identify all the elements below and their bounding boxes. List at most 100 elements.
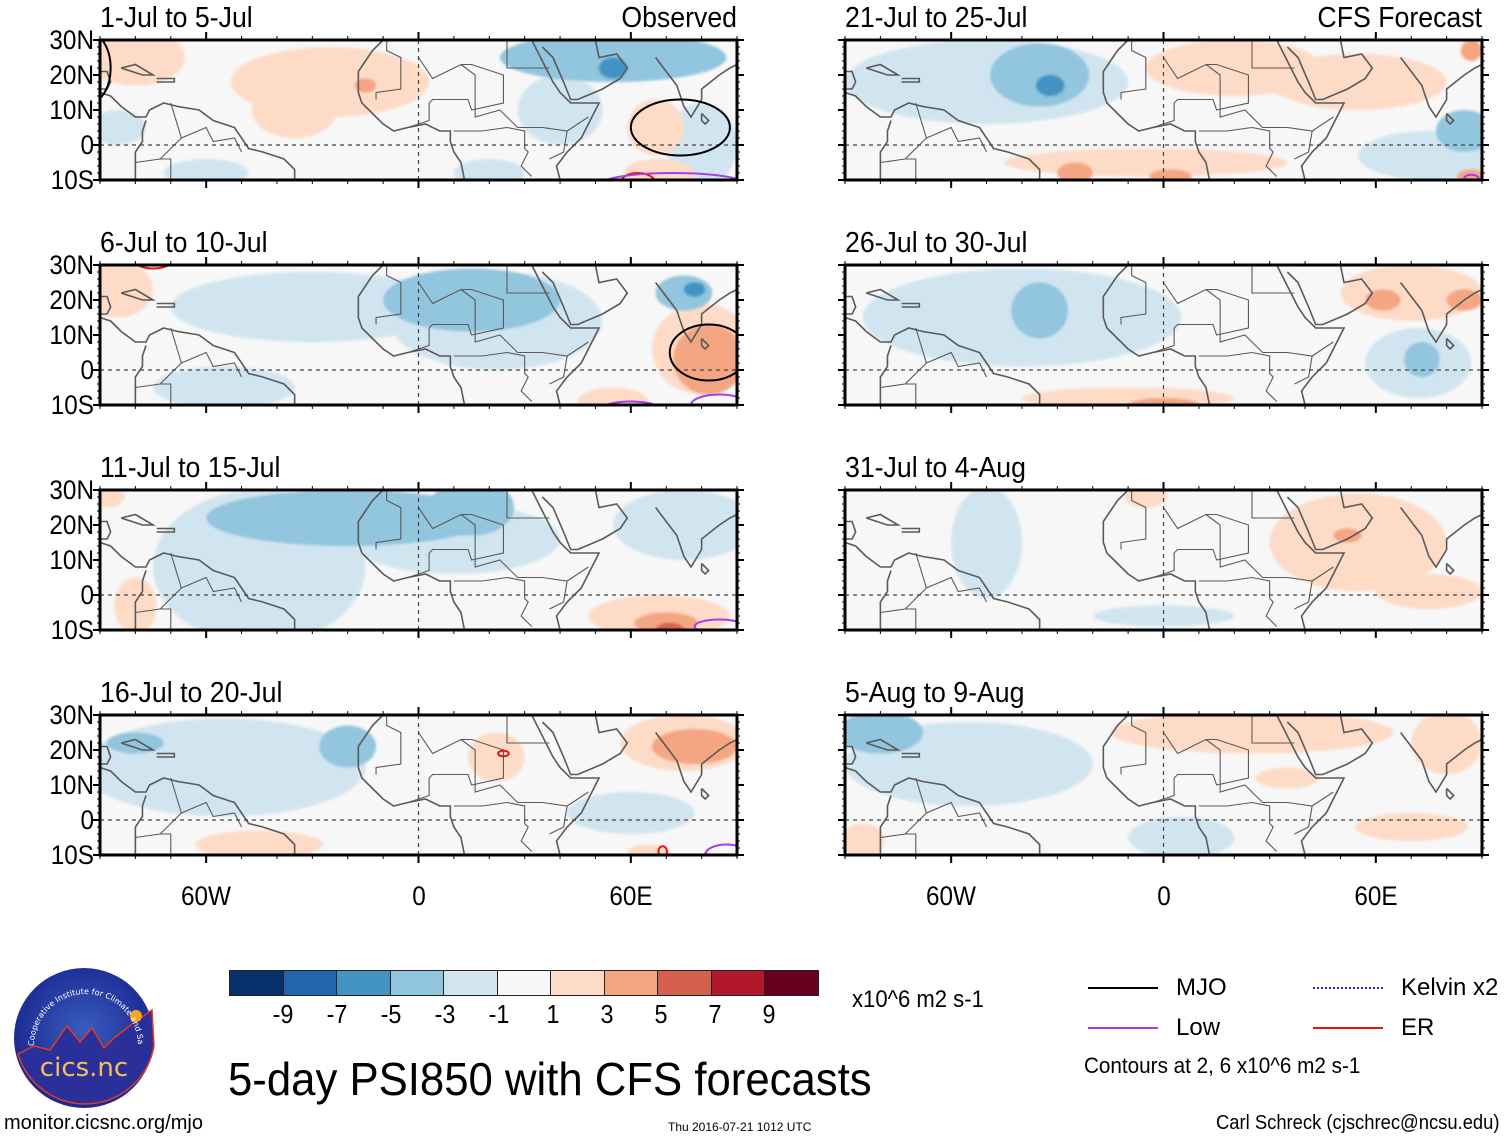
lat-tick-label: 20N — [49, 60, 94, 90]
country-border — [915, 102, 988, 153]
colorbar-tick-label: 7 — [708, 999, 722, 1029]
country-border — [1152, 328, 1175, 354]
coastline — [134, 795, 147, 855]
lat-tick-label: 10N — [49, 545, 94, 575]
coastline — [901, 302, 921, 308]
country-border — [460, 739, 589, 807]
mjo-contour — [668, 323, 737, 382]
positive-anomaly-region — [627, 99, 684, 156]
positive-anomaly-region — [468, 732, 525, 782]
positive-anomaly-region — [252, 82, 338, 138]
country-border — [1120, 40, 1147, 100]
lat-tick-label: 10N — [49, 95, 94, 125]
coastline — [1399, 282, 1482, 344]
coastline — [357, 40, 466, 180]
colorbar — [229, 970, 819, 996]
country-border — [915, 552, 988, 603]
country-border — [1251, 715, 1295, 744]
coastline — [845, 541, 1041, 630]
negative-anomaly-region — [153, 366, 295, 405]
coastline — [156, 77, 176, 83]
country-border — [915, 327, 988, 378]
coastline — [120, 738, 156, 751]
country-border — [1294, 130, 1313, 160]
negative-anomaly-region — [598, 57, 628, 79]
logo-sun — [130, 1010, 142, 1022]
country-border — [460, 514, 589, 582]
legend-label: ER — [1401, 1014, 1435, 1041]
coastline — [120, 288, 156, 301]
map-panel-cfs1 — [838, 32, 1489, 188]
coastline — [1445, 562, 1455, 576]
positive-anomaly-region — [100, 40, 185, 86]
logo-text: cics.nc — [40, 1053, 128, 1083]
footer-timestamp: Thu 2016-07-21 1012 UTC — [668, 1120, 812, 1134]
coastline — [1399, 57, 1482, 119]
negative-anomaly-region — [453, 159, 525, 180]
coastline — [134, 120, 147, 180]
coastline — [845, 745, 857, 765]
lat-tick-label: 30N — [49, 25, 94, 55]
country-border — [1205, 739, 1334, 807]
map-panel-cfs4 — [838, 707, 1489, 863]
coastline — [100, 745, 112, 765]
country-border — [159, 587, 182, 610]
negative-anomaly-region — [990, 43, 1090, 107]
coastline — [654, 507, 737, 569]
colorbar-swatch — [658, 971, 712, 995]
coastline — [865, 513, 901, 526]
coastline — [531, 40, 601, 180]
coastline — [1286, 40, 1374, 101]
negative-anomaly-region — [951, 490, 1022, 599]
country-border — [159, 812, 182, 835]
country-border — [418, 57, 504, 111]
lat-tick-label: 10N — [49, 320, 94, 350]
lat-tick-label: 10S — [50, 390, 94, 420]
map-panel-obs4 — [93, 707, 744, 863]
er-contour — [620, 172, 656, 180]
coastline — [531, 265, 601, 405]
positive-anomaly-region — [845, 823, 884, 855]
map-panel-obs3 — [93, 482, 744, 638]
country-border — [418, 732, 504, 786]
negative-anomaly-region — [845, 715, 923, 754]
coastline — [1102, 490, 1211, 630]
negative-anomaly-region — [683, 282, 706, 297]
coastline — [1276, 490, 1346, 630]
positive-anomaly-region — [1333, 528, 1362, 543]
coastline — [901, 527, 921, 533]
negative-anomaly-region — [666, 103, 737, 180]
country-border — [1120, 715, 1147, 775]
map-panel-cfs3 — [838, 482, 1489, 638]
country-border — [880, 383, 917, 405]
country-border — [904, 137, 927, 160]
lat-tick-label: 30N — [49, 250, 94, 280]
coastline — [1286, 715, 1374, 776]
coastline — [120, 513, 156, 526]
country-border — [453, 351, 533, 402]
colorbar-tick-label: 5 — [654, 999, 668, 1029]
panel-title: 31-Jul to 4-Aug — [845, 452, 1026, 484]
lat-tick-label: 30N — [49, 700, 94, 730]
country-border — [880, 158, 917, 180]
legend-swatch — [1313, 1027, 1383, 1029]
negative-anomaly-region — [383, 268, 561, 332]
footer-url[interactable]: monitor.cicsnc.org/mjo — [4, 1112, 203, 1134]
country-border — [170, 102, 243, 153]
panel-title: 5-Aug to 9-Aug — [845, 677, 1025, 709]
country-border — [904, 362, 927, 385]
negative-anomaly-region — [1011, 282, 1068, 339]
negative-anomaly-region — [567, 792, 695, 834]
coastline — [700, 112, 710, 126]
er-contour — [497, 749, 510, 758]
coastline — [100, 295, 112, 315]
country-border — [159, 137, 182, 160]
lat-tick-label: 20N — [49, 735, 94, 765]
legend-note: Contours at 2, 6 x10^6 m2 s-1 — [1084, 1053, 1361, 1078]
coastline — [156, 752, 176, 758]
coastline — [1102, 40, 1211, 180]
country-border — [1251, 265, 1295, 294]
country-border — [506, 715, 550, 744]
country-border — [407, 328, 430, 354]
coastline — [1102, 715, 1211, 855]
